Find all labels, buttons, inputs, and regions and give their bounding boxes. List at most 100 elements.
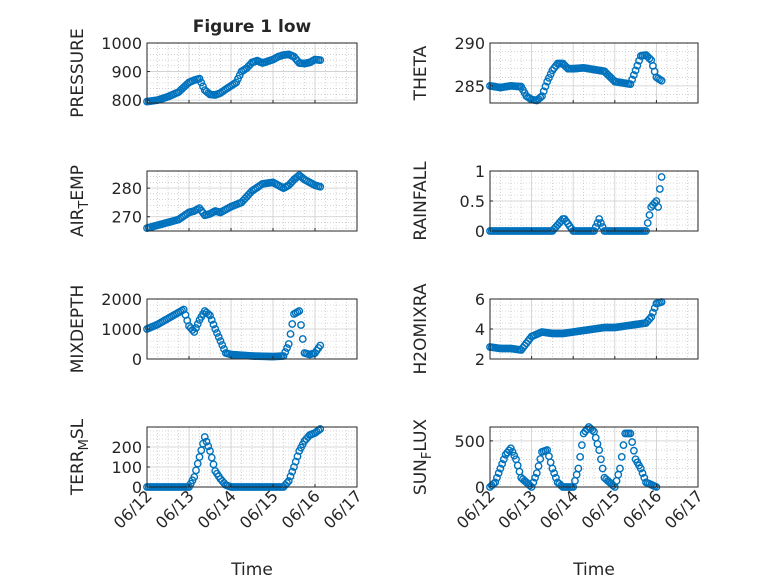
data-point (284, 477, 293, 485)
x-axis-label-left: Time (230, 560, 273, 580)
y-tick-label: 500 (454, 432, 485, 451)
data-point (619, 441, 628, 450)
y-axis-label: MIXDEPTH (68, 285, 88, 374)
data-point (206, 311, 214, 320)
y-axis-label-main: TERR (68, 450, 88, 496)
data-point (576, 452, 585, 461)
data-point (532, 469, 541, 478)
data-point (204, 310, 213, 318)
y-axis-label-rest: EMP (68, 165, 88, 201)
data-point (541, 82, 550, 91)
axes-box (146, 42, 358, 104)
data-point (577, 441, 586, 450)
subplot-theta: 285 290 THETA (411, 34, 699, 105)
data-point (283, 479, 291, 487)
data-point (216, 337, 225, 345)
data-point (645, 211, 654, 219)
data-point (531, 473, 539, 482)
data-point (635, 56, 643, 65)
data-point (543, 77, 552, 86)
grid (146, 426, 358, 488)
data-point (616, 464, 624, 473)
data-point (288, 320, 297, 328)
data-point (195, 74, 204, 83)
figure-title: Figure 1 low (193, 17, 312, 37)
y-tick-label: 4 (475, 320, 485, 339)
data-point (593, 219, 602, 227)
data-point (510, 451, 519, 460)
data-point (529, 478, 538, 487)
data-point (496, 464, 505, 473)
data-point (193, 320, 202, 328)
series-markers (143, 171, 325, 233)
data-point (214, 333, 223, 341)
y-axis-label-main: SUN (411, 459, 431, 495)
data-point (200, 433, 209, 441)
y-tick-label: 800 (111, 91, 142, 110)
data-point (298, 335, 307, 343)
data-point (288, 467, 297, 476)
data-point (284, 340, 293, 348)
data-point (199, 82, 207, 91)
y-axis-label-subscript: F (420, 452, 435, 459)
data-point (190, 328, 199, 336)
y-tick-label: 0 (475, 478, 485, 497)
data-point (626, 429, 635, 438)
y-tick-label: 270 (111, 208, 142, 227)
subplot-air_temp: 270 280 AIRTEMP (68, 165, 358, 237)
data-point (626, 80, 635, 89)
data-point (574, 464, 583, 473)
data-point (197, 78, 206, 87)
subplot-rainfall: 0 0.5 1 RAINFALL (411, 161, 699, 241)
data-point (548, 464, 557, 473)
data-point (286, 472, 295, 481)
y-axis-label: RAINFALL (411, 161, 431, 241)
series-markers (143, 50, 325, 106)
y-tick-label: 0 (132, 350, 142, 369)
data-point (550, 469, 559, 478)
subplot-pressure: 800 900 1000 PRESSURE (68, 28, 358, 118)
grid (489, 427, 699, 488)
data-point (498, 460, 507, 468)
y-axis-label-rest: SL (68, 418, 88, 439)
data-point (508, 448, 517, 456)
data-point (657, 173, 666, 181)
data-point (628, 438, 637, 446)
data-point (628, 75, 637, 84)
data-point (316, 425, 325, 433)
data-point (654, 203, 663, 211)
axes-box (146, 170, 358, 232)
data-point (211, 325, 220, 333)
y-tick-label: 200 (111, 438, 142, 457)
data-point (202, 437, 211, 446)
y-axis-label-main: AIR (68, 208, 88, 237)
axes-box (146, 426, 358, 488)
y-tick-label: 900 (111, 63, 142, 82)
data-point (647, 313, 656, 321)
data-point (645, 315, 654, 323)
data-point (218, 341, 227, 349)
data-point (657, 76, 666, 85)
data-point (636, 464, 645, 473)
data-point (207, 316, 216, 324)
y-axis-label: SUNFLUX (411, 419, 435, 496)
data-point (546, 70, 555, 79)
y-axis-label-subscript: T (77, 201, 92, 210)
y-tick-label: 290 (454, 34, 485, 53)
data-point (545, 73, 553, 82)
data-point (631, 66, 640, 75)
axes-box (489, 42, 699, 104)
data-point (491, 478, 500, 487)
data-point (597, 455, 605, 464)
grid (146, 298, 358, 360)
data-point (650, 304, 659, 312)
data-point (633, 61, 642, 70)
data-point (536, 455, 545, 463)
data-point (629, 71, 638, 79)
data-point (649, 308, 657, 317)
y-axis-label: PRESSURE (68, 28, 88, 117)
y-axis-label: TERRMSL (68, 418, 92, 496)
y-axis-label-rest: LUX (411, 419, 431, 452)
data-point (316, 56, 325, 65)
